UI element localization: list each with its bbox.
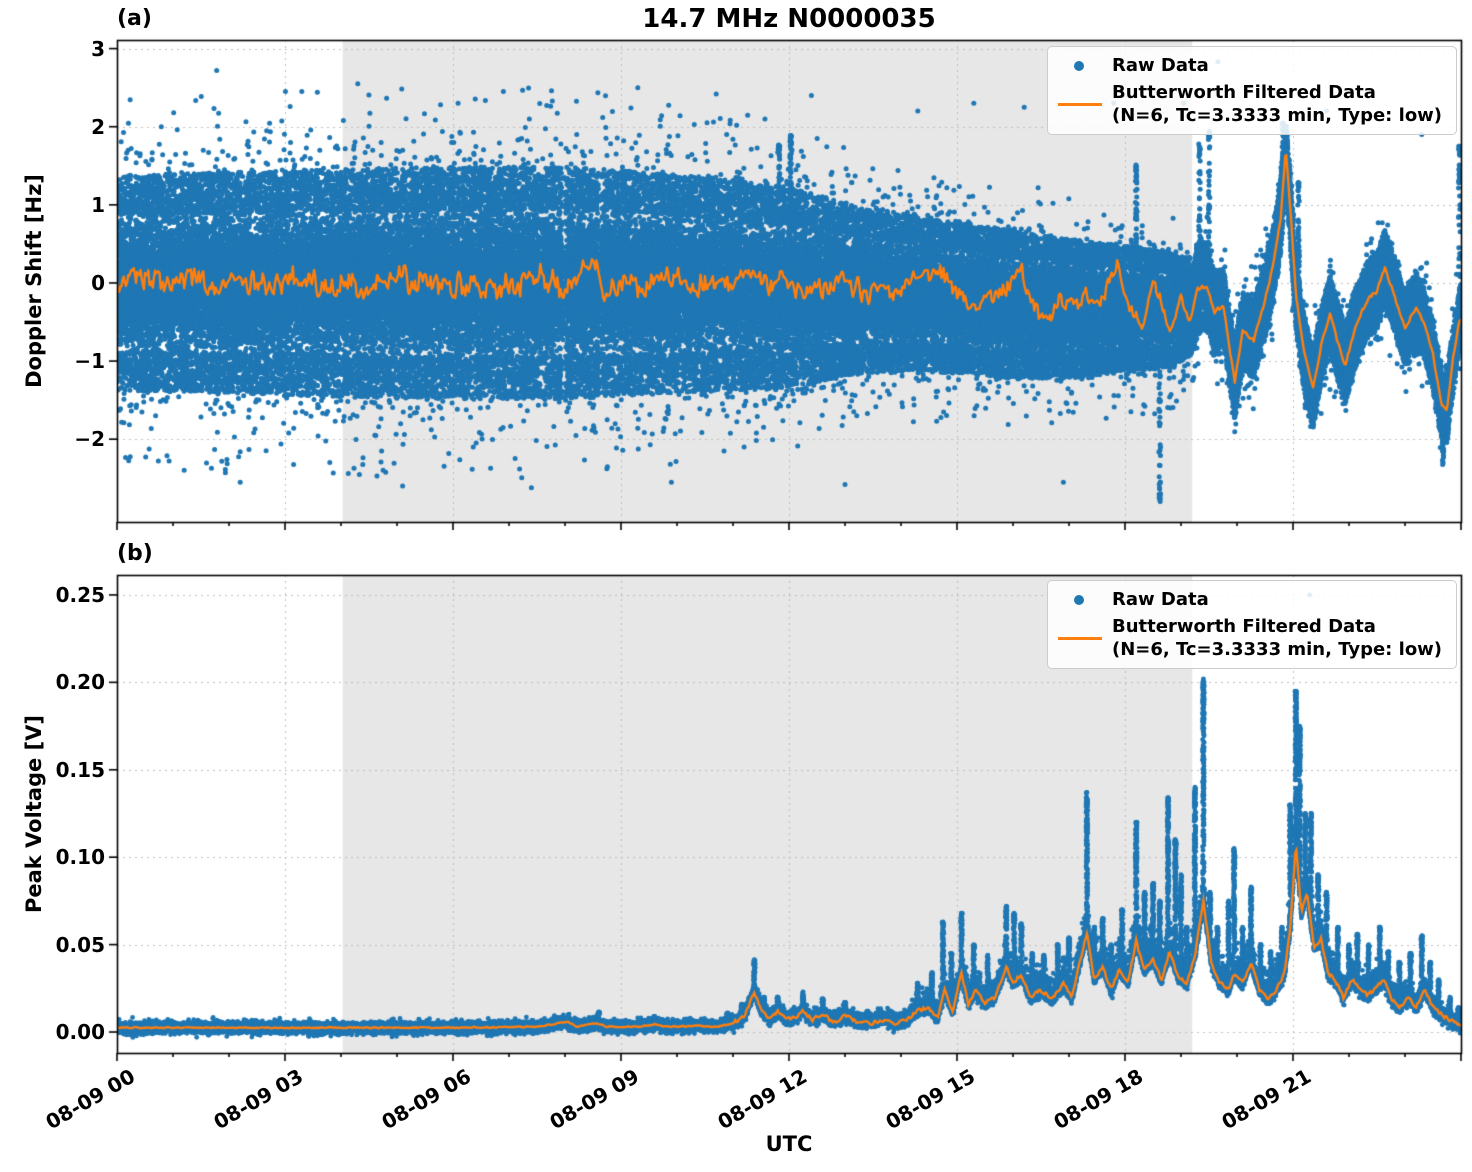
legend-raw-label: Raw Data [1112,55,1209,76]
y-tick-a-3: 3 [91,36,105,61]
y-tick-a-0: 0 [91,270,105,295]
y-tick-b-0.25: 0.25 [55,582,105,607]
filtered-line-icon [1058,636,1102,640]
legend-filtered-line2: (N=6, Tc=3.3333 min, Type: low) [1112,639,1443,660]
y-tick-b-0.05: 0.05 [55,932,105,957]
y-tick-b-0.00: 0.00 [55,1020,105,1045]
filtered-line-icon [1058,102,1102,106]
legend-filtered-line1: Butterworth Filtered Data [1112,616,1376,637]
legend-row-filtered: Butterworth Filtered Data (N=6, Tc=3.333… [1058,615,1446,661]
legend-row-raw: Raw Data [1058,54,1446,77]
raw-data-dot-icon [1074,60,1084,71]
legend-filtered-line1: Butterworth Filtered Data [1112,82,1376,103]
y-axis-label-b: Peak Voltage [V] [22,714,46,914]
legend-filtered-label: Butterworth Filtered Data (N=6, Tc=3.333… [1112,615,1442,661]
legend-panel-b: Raw Data Butterworth Filtered Data (N=6,… [1047,580,1457,669]
x-axis-label: UTC [765,1132,813,1156]
panel-b-tag: (b) [117,541,153,566]
figure-title: 14.7 MHz N0000035 [642,4,936,34]
y-tick-b-0.15: 0.15 [55,757,105,782]
legend-panel-a: Raw Data Butterworth Filtered Data (N=6,… [1047,46,1457,135]
legend-row-filtered: Butterworth Filtered Data (N=6, Tc=3.333… [1058,81,1446,127]
panel-a-tag: (a) [117,6,152,31]
legend-filtered-line2: (N=6, Tc=3.3333 min, Type: low) [1112,105,1443,126]
y-tick-a-1: 1 [91,192,105,217]
y-tick-a-2: 2 [91,114,105,139]
legend-filtered-label: Butterworth Filtered Data (N=6, Tc=3.333… [1112,81,1442,127]
y-tick-a-−2: −2 [74,427,105,452]
y-tick-a-−1: −1 [74,349,105,374]
y-tick-b-0.20: 0.20 [55,670,105,695]
legend-raw-label: Raw Data [1112,589,1209,610]
legend-row-raw: Raw Data [1058,588,1446,611]
y-tick-b-0.10: 0.10 [55,845,105,870]
raw-data-dot-icon [1074,594,1084,605]
